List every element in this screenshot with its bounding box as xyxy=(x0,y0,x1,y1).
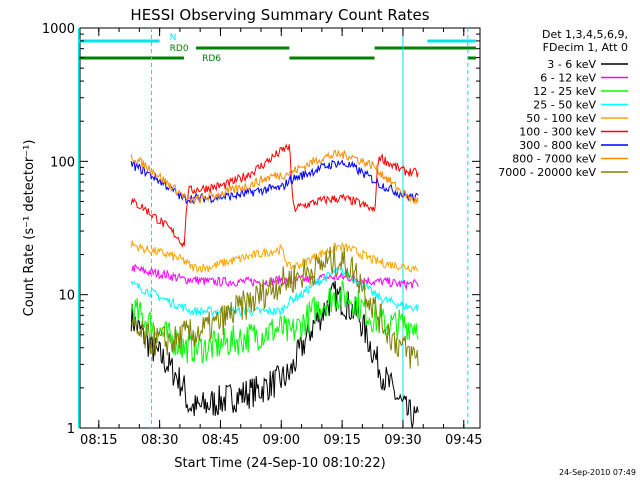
time-markers xyxy=(78,28,469,428)
axes: 1 10 100 1000 08:15 08:30 08:45 09:00 09:15 09:30… xyxy=(42,22,483,448)
legend-label-0: 3 - 6 keV xyxy=(547,58,596,71)
legend-header-detectors: Det 1,3,4,5,6,9, xyxy=(542,28,628,41)
x-axis-label: Start Time (24-Sep-10 08:10:22) xyxy=(174,456,385,471)
legend-label-3: 25 - 50 keV xyxy=(533,99,596,112)
legend-label-6: 300 - 800 keV xyxy=(519,139,596,152)
legend-label-7: 800 - 7000 keV xyxy=(512,153,596,166)
flag-n-label: N xyxy=(170,33,177,43)
x-tick-label-1: 08:30 xyxy=(141,433,178,448)
flag-rd0-label: RD0 xyxy=(170,44,189,54)
series-line-3 xyxy=(130,266,419,318)
legend: Det 1,3,4,5,6,9, FDecim 1, Att 0 3 - 6 k… xyxy=(498,28,628,179)
legend-label-5: 100 - 300 keV xyxy=(519,126,596,139)
timestamp: 24-Sep-2010 07:49 xyxy=(559,468,636,477)
series-lines xyxy=(130,143,419,429)
legend-label-1: 6 - 12 keV xyxy=(540,72,596,85)
x-tick-label-0: 08:15 xyxy=(80,433,117,448)
series-line-6 xyxy=(130,159,419,205)
y-axis-label: Count Rate (s⁻¹ detector⁻¹) xyxy=(22,140,37,317)
legend-header-attenuator: FDecim 1, Att 0 xyxy=(543,41,628,54)
x-tick-label-2: 08:45 xyxy=(202,433,239,448)
plot-frame xyxy=(79,27,481,429)
chart-title: HESSI Observing Summary Count Rates xyxy=(130,6,429,24)
series-line-4 xyxy=(130,240,419,274)
y-tick-label-2: 100 xyxy=(50,155,75,170)
x-tick-label-6: 09:45 xyxy=(445,433,482,448)
y-tick-label-1: 10 xyxy=(58,289,75,304)
y-tick-label-3: 1000 xyxy=(42,22,75,37)
series-line-8 xyxy=(130,245,419,369)
x-tick-label-5: 09:30 xyxy=(384,433,421,448)
series-line-5 xyxy=(130,143,419,249)
series-line-1 xyxy=(131,263,419,291)
flag-rd6-label: RD6 xyxy=(202,54,221,64)
series-line-7 xyxy=(130,149,419,205)
x-tick-label-4: 09:15 xyxy=(323,433,360,448)
legend-label-4: 50 - 100 keV xyxy=(526,112,596,125)
x-tick-label-3: 09:00 xyxy=(263,433,300,448)
series-line-0 xyxy=(130,280,419,429)
y-tick-label-0: 1 xyxy=(67,422,75,437)
legend-label-8: 7000 - 20000 keV xyxy=(498,166,596,179)
legend-label-2: 12 - 25 keV xyxy=(533,85,596,98)
